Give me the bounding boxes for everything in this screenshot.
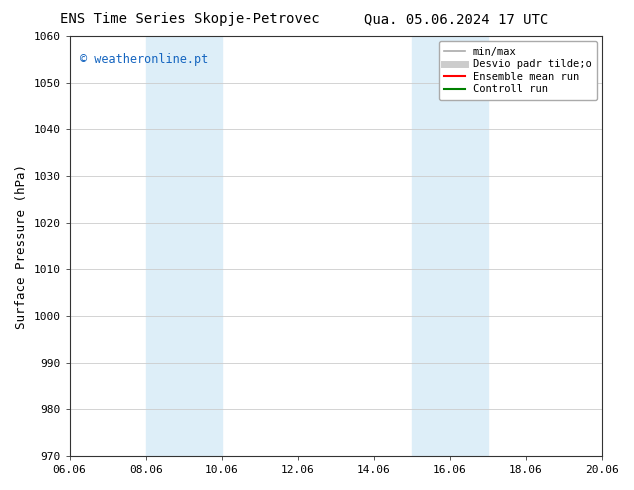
Text: ENS Time Series Skopje-Petrovec: ENS Time Series Skopje-Petrovec bbox=[60, 12, 320, 26]
Text: © weatheronline.pt: © weatheronline.pt bbox=[81, 53, 209, 66]
Bar bbox=[146, 36, 222, 456]
Legend: min/max, Desvio padr tilde;o, Ensemble mean run, Controll run: min/max, Desvio padr tilde;o, Ensemble m… bbox=[439, 41, 597, 99]
Bar bbox=[412, 36, 488, 456]
Y-axis label: Surface Pressure (hPa): Surface Pressure (hPa) bbox=[15, 164, 28, 329]
Text: Qua. 05.06.2024 17 UTC: Qua. 05.06.2024 17 UTC bbox=[365, 12, 548, 26]
